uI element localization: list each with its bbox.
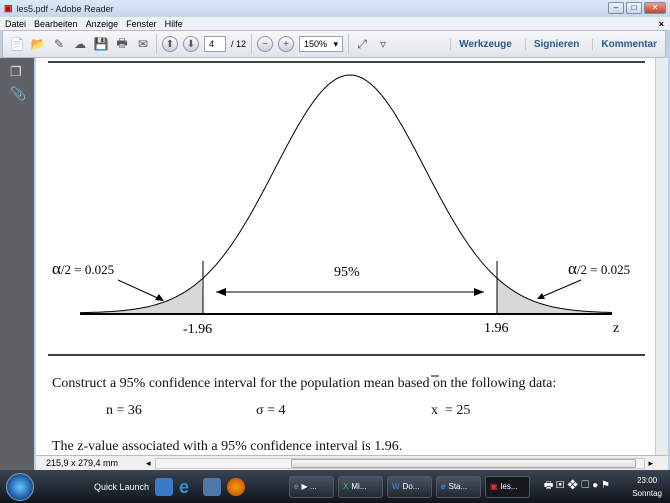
create-pdf-icon[interactable]: 📄 xyxy=(9,37,25,51)
window-title: les5.pdf - Adobe Reader xyxy=(16,3,114,14)
menu-anzeige[interactable]: Anzeige xyxy=(85,18,119,29)
tray-icons[interactable]: 🖶 ▣ ❖ ▢ ● ⚑ xyxy=(543,480,610,491)
clock-time: 23:00 xyxy=(637,476,658,485)
menu-fenster[interactable]: Fenster xyxy=(126,18,157,29)
left-z-label: -1.96 xyxy=(183,322,212,337)
pdf-page: α/2 = 0.025 α/2 = 0.025 95% -1.96 1.96 z… xyxy=(36,58,655,455)
ie-icon: e xyxy=(441,482,446,491)
quick-launch-label: Quick Launch xyxy=(94,481,150,492)
normal-distribution-figure: α/2 = 0.025 α/2 = 0.025 95% -1.96 1.96 z xyxy=(48,61,645,377)
xbar-symbol: x xyxy=(431,403,438,418)
axis-label: z xyxy=(613,321,619,336)
close-document-icon[interactable]: × xyxy=(658,18,664,29)
internet-explorer-icon[interactable]: e xyxy=(179,476,190,497)
firefox-icon[interactable] xyxy=(227,477,246,496)
upload-icon[interactable]: ☁ xyxy=(74,37,86,51)
sigma-value: σ = 4 xyxy=(256,403,286,418)
center-label: 95% xyxy=(334,265,360,280)
print-icon[interactable]: 🖶 xyxy=(116,35,128,50)
show-desktop-icon[interactable] xyxy=(155,477,174,496)
werkzeuge-button[interactable]: Werkzeuge xyxy=(450,38,520,50)
right-z-label: 1.96 xyxy=(484,321,509,336)
edit-icon[interactable]: ✎ xyxy=(53,37,65,51)
ie-icon: e xyxy=(294,482,299,491)
email-icon[interactable]: ✉ xyxy=(137,37,149,51)
horizontal-scrollbar[interactable] xyxy=(154,457,645,469)
switch-windows-icon[interactable] xyxy=(203,477,222,496)
zoom-in-icon[interactable]: + xyxy=(278,36,295,52)
minimize-button[interactable]: – xyxy=(608,2,624,14)
excel-icon: X xyxy=(343,482,349,491)
pdf-icon: ▣ xyxy=(490,482,498,491)
page-dimensions: 215,9 x 279,4 mm xyxy=(46,458,119,468)
left-pointer-arrow xyxy=(117,279,163,301)
attachments-icon[interactable]: 📎 xyxy=(10,86,27,101)
previous-page-icon[interactable]: ⬆ xyxy=(162,36,178,52)
system-clock[interactable]: 23:00 Sonntag xyxy=(632,474,662,500)
task-word[interactable]: W Do... xyxy=(387,475,433,498)
task-adobe-reader[interactable]: ▣ les... xyxy=(485,475,531,498)
scroll-right-icon[interactable]: ▸ xyxy=(648,457,654,468)
toolbar-options-icon[interactable]: ▿ xyxy=(380,37,387,51)
title-bar: ▣ les5.pdf - Adobe Reader – □ ✕ xyxy=(0,0,670,17)
right-alpha-label: α/2 = 0.025 xyxy=(568,259,630,278)
next-page-icon[interactable]: ⬇ xyxy=(183,36,199,52)
z-value-text: The z-value associated with a 95% confid… xyxy=(52,439,403,454)
start-button[interactable] xyxy=(6,472,34,501)
zoom-select[interactable]: 150% ▾ xyxy=(299,36,344,52)
pages-icon[interactable]: ❐ xyxy=(10,64,22,79)
zoom-value: 150% xyxy=(304,39,328,49)
kommentar-button[interactable]: Kommentar xyxy=(592,38,665,50)
menu-bearbeiten[interactable]: Bearbeiten xyxy=(34,18,78,29)
word-icon: W xyxy=(392,482,400,491)
menu-datei[interactable]: Datei xyxy=(5,18,27,29)
signieren-button[interactable]: Signieren xyxy=(524,38,588,50)
right-pointer-arrow xyxy=(538,279,582,299)
task-ie-2[interactable]: e Sta... xyxy=(436,475,482,498)
menu-bar: Datei Bearbeiten Anzeige Fenster Hilfe × xyxy=(0,17,670,30)
xbar-number: = 25 xyxy=(445,403,471,418)
taskbar: Quick Launch e e ▶ ... X Mi... W Do... e Sta… xyxy=(0,470,670,503)
task-ie[interactable]: e ▶ ... xyxy=(289,475,335,498)
open-icon[interactable]: 📂 xyxy=(30,37,46,51)
vertical-scrollbar[interactable] xyxy=(655,58,668,455)
scroll-left-icon[interactable]: ◂ xyxy=(146,457,151,468)
save-icon[interactable]: 💾 xyxy=(93,37,109,51)
xbar-value: x = 25 xyxy=(431,403,470,419)
maximize-button[interactable]: □ xyxy=(626,2,642,14)
clock-day: Sonntag xyxy=(632,489,662,498)
right-tail-area xyxy=(497,278,612,313)
instruction-text: Construct a 95% confidence interval for … xyxy=(52,376,557,391)
menu-hilfe[interactable]: Hilfe xyxy=(164,18,183,29)
left-alpha-label: α/2 = 0.025 xyxy=(52,259,114,278)
zoom-out-icon[interactable]: − xyxy=(257,36,274,52)
navigation-panel: ❐ 📎 xyxy=(0,58,34,470)
page-number-input[interactable]: 4 xyxy=(204,36,226,52)
page-total: / 12 xyxy=(231,39,247,49)
toolbar: 📄 📂 ✎ ☁ 💾 🖶 ✉ ⬆ ⬇ 4 / 12 − + 150% ▾ ⤢ ▿ W… xyxy=(2,30,666,58)
task-excel[interactable]: X Mi... xyxy=(338,475,384,498)
chevron-down-icon: ▾ xyxy=(333,38,339,49)
scroll-thumb[interactable] xyxy=(290,458,636,468)
normal-curve xyxy=(80,74,613,314)
pdf-app-icon: ▣ xyxy=(4,3,13,13)
close-button[interactable]: ✕ xyxy=(644,2,666,14)
left-tail-area xyxy=(80,279,203,313)
status-bar: 215,9 x 279,4 mm ◂ ▸ xyxy=(36,455,668,470)
fullscreen-icon[interactable]: ⤢ xyxy=(357,36,367,51)
n-value: n = 36 xyxy=(106,403,142,418)
